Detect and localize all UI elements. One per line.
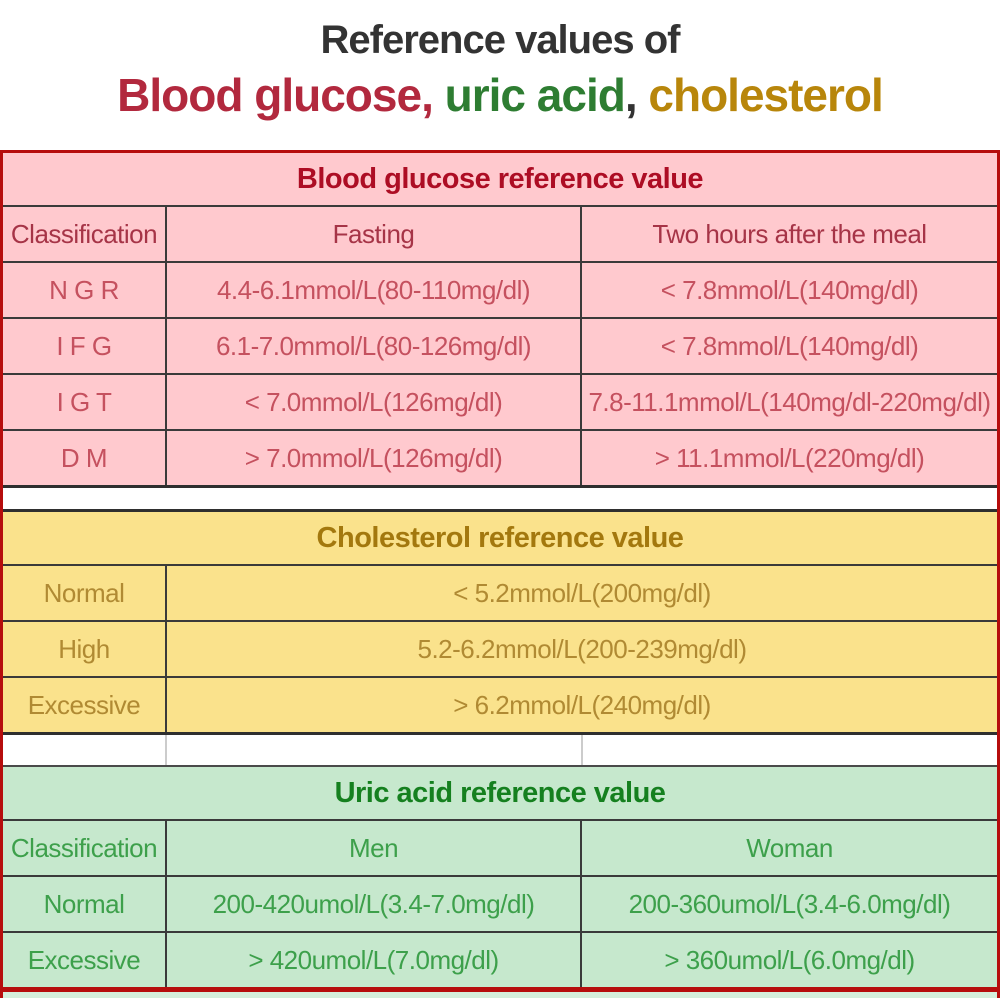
table-cell: Excessive (27, 944, 141, 975)
header-cell-classification: Classification (10, 832, 158, 863)
title-segment-uric-acid: uric acid (432, 69, 626, 121)
page-title: Reference values of Blood glucose, uric … (0, 0, 1000, 150)
table-cell: > 7.0mmol/L(126mg/dl) (165, 431, 580, 485)
column-divider-line (165, 735, 167, 765)
table-row-excessive: Excessive > 6.2mmol/L(240mg/dl) (3, 676, 997, 732)
table-row-normal: Normal < 5.2mmol/L(200mg/dl) (3, 564, 997, 620)
header-cell-fasting: Fasting (165, 207, 580, 261)
table-row-excessive: Excessive > 420umol/L(7.0mg/dl) > 360umo… (3, 931, 997, 987)
table-cell: 4.4-6.1mmol/L(80-110mg/dl) (165, 263, 580, 317)
uric-acid-header-row: Classification Men Woman (3, 819, 997, 875)
table-cell: < 7.0mmol/L(126mg/dl) (165, 375, 580, 429)
table-cell: < 7.8mmol/L(140mg/dl) (580, 319, 997, 373)
table-row-igt: I G T < 7.0mmol/L(126mg/dl) 7.8-11.1mmol… (3, 373, 997, 429)
table-cell: < 7.8mmol/L(140mg/dl) (580, 263, 997, 317)
bottom-green-strip (3, 992, 997, 998)
header-cell-woman: Woman (580, 821, 997, 875)
cholesterol-table-title: Cholesterol reference value (316, 521, 684, 554)
table-row-ifg: I F G 6.1-7.0mmol/L(80-126mg/dl) < 7.8mm… (3, 317, 997, 373)
header-cell-two-hours-after-meal: Two hours after the meal (580, 207, 997, 261)
table-cell: > 420umol/L(7.0mg/dl) (165, 933, 580, 987)
table-cell: > 6.2mmol/L(240mg/dl) (165, 678, 997, 732)
bottom-red-rule (3, 987, 997, 992)
blood-glucose-table-title: Blood glucose reference value (296, 162, 704, 195)
table-cell: High (58, 633, 110, 664)
table-cell: N G R (49, 274, 119, 305)
table-cell: D M (60, 442, 108, 473)
header-cell-men: Men (165, 821, 580, 875)
table-row-normal: Normal 200-420umol/L(3.4-7.0mg/dl) 200-3… (3, 875, 997, 931)
uric-acid-table-title: Uric acid reference value (334, 776, 666, 809)
page-title-line2: Blood glucose, uric acid, cholesterol (0, 66, 1000, 124)
table-row-high: High 5.2-6.2mmol/L(200-239mg/dl) (3, 620, 997, 676)
blood-glucose-table: Blood glucose reference value Classifica… (3, 153, 997, 488)
table-cell: 5.2-6.2mmol/L(200-239mg/dl) (165, 622, 997, 676)
uric-acid-table: Uric acid reference value Classification… (3, 765, 997, 998)
table-cell: I F G (56, 330, 112, 361)
column-divider-line (581, 735, 583, 765)
table-spacer (3, 735, 997, 765)
table-cell: Normal (43, 888, 125, 919)
table-cell: I G T (56, 386, 112, 417)
page-title-line1: Reference values of (320, 18, 681, 62)
blood-glucose-header-row: Classification Fasting Two hours after t… (3, 205, 997, 261)
table-spacer (3, 488, 997, 509)
table-cell: > 360umol/L(6.0mg/dl) (580, 933, 997, 987)
table-cell: 200-360umol/L(3.4-6.0mg/dl) (580, 877, 997, 931)
cholesterol-table: Cholesterol reference value Normal < 5.2… (3, 509, 997, 735)
title-segment-comma: , (624, 69, 638, 121)
table-cell: 6.1-7.0mmol/L(80-126mg/dl) (165, 319, 580, 373)
table-row-ngr: N G R 4.4-6.1mmol/L(80-110mg/dl) < 7.8mm… (3, 261, 997, 317)
table-cell: 7.8-11.1mmol/L(140mg/dl-220mg/dl) (580, 375, 997, 429)
table-cell: > 11.1mmol/L(220mg/dl) (580, 431, 997, 485)
header-cell-classification: Classification (10, 218, 158, 249)
table-cell: Normal (43, 577, 125, 608)
table-cell: < 5.2mmol/L(200mg/dl) (165, 566, 997, 620)
table-cell: 200-420umol/L(3.4-7.0mg/dl) (165, 877, 580, 931)
table-row-dm: D M > 7.0mmol/L(126mg/dl) > 11.1mmol/L(2… (3, 429, 997, 485)
title-segment-blood-glucose: Blood glucose, (117, 69, 434, 121)
title-segment-cholesterol: cholesterol (636, 69, 883, 121)
table-cell: Excessive (27, 689, 141, 720)
reference-tables-board: Blood glucose reference value Classifica… (0, 150, 1000, 998)
